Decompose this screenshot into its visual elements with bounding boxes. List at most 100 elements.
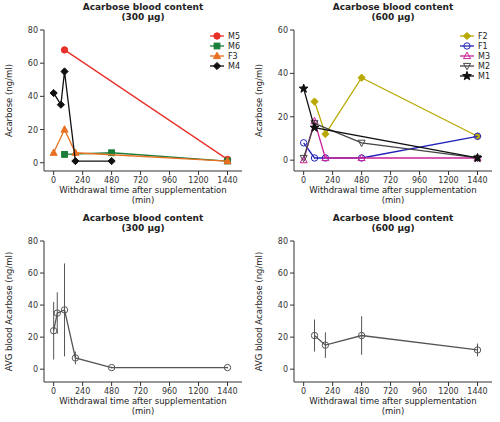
x-tick-label: 960 — [162, 176, 177, 185]
x-axis-line — [294, 171, 492, 172]
x-axis-line — [44, 382, 242, 383]
legend-label: M2 — [478, 62, 490, 71]
y-tick-label: 80 — [28, 237, 38, 246]
x-axis-label-line: Withdrawal time after supplementation — [59, 185, 226, 195]
legend-swatch-marker — [214, 43, 220, 49]
x-axis-label: Withdrawal time after supplementation(mi… — [309, 396, 476, 416]
x-tick — [227, 382, 228, 386]
x-axis-label: Withdrawal time after supplementation(mi… — [309, 185, 476, 205]
x-tick-label: 720 — [383, 176, 398, 185]
x-tick — [477, 382, 478, 386]
legend-swatch-line — [460, 55, 474, 56]
y-tick — [290, 30, 294, 31]
x-tick-label: 720 — [133, 176, 148, 185]
legend-swatch-line — [460, 45, 474, 46]
point — [72, 355, 78, 361]
y-axis-line — [294, 30, 295, 171]
x-tick — [361, 382, 362, 386]
series-line — [54, 310, 228, 368]
legend-swatch-marker — [213, 62, 220, 69]
x-tick-label: 960 — [162, 387, 177, 396]
figure: Acarbose blood content(300 µg) 0 240 480 720… — [0, 0, 500, 422]
series-line — [304, 89, 478, 158]
x-tick — [448, 171, 449, 175]
y-tick-label: 40 — [28, 301, 38, 310]
legend-swatch-marker — [464, 52, 471, 58]
y-tick — [40, 273, 44, 274]
y-tick-label: 60 — [28, 269, 38, 278]
x-tick — [140, 171, 141, 175]
legend-swatch-marker — [463, 71, 472, 79]
y-tick — [290, 160, 294, 161]
y-tick — [290, 241, 294, 242]
y-tick-label: 60 — [278, 269, 288, 278]
legend-label: F3 — [228, 52, 238, 61]
legend: M5M6F3M4 — [210, 32, 240, 71]
point — [62, 152, 68, 158]
plot-area — [311, 316, 480, 358]
y-tick — [290, 369, 294, 370]
plot-area — [50, 47, 231, 165]
x-tick-label: 1200 — [438, 176, 458, 185]
legend-label: F1 — [478, 42, 488, 51]
x-tick-label: 480 — [354, 387, 369, 396]
point — [358, 140, 365, 146]
x-tick-label: 240 — [75, 176, 90, 185]
legend: F2F1M3M2M1 — [460, 32, 490, 81]
x-tick-label: 240 — [325, 387, 340, 396]
point — [61, 47, 67, 53]
y-tick-label: 20 — [278, 333, 288, 342]
x-tick — [169, 382, 170, 386]
y-axis-line — [44, 241, 45, 382]
legend-swatch-marker — [214, 52, 221, 58]
title-line: Acarbose blood content — [83, 213, 204, 223]
x-axis-label: Withdrawal time after supplementation(mi… — [59, 185, 226, 205]
y-tick-label: 0 — [33, 365, 38, 374]
plot-area — [50, 263, 230, 370]
x-tick-label: 1200 — [438, 387, 458, 396]
x-tick — [53, 382, 54, 386]
legend-label: F2 — [478, 32, 488, 41]
point — [322, 342, 328, 348]
title: Acarbose blood content(300 µg) — [83, 213, 204, 233]
series-line — [315, 78, 478, 137]
legend-swatch-line — [460, 65, 474, 66]
y-tick — [290, 337, 294, 338]
series-line — [65, 50, 228, 159]
x-tick-label: 1200 — [188, 176, 208, 185]
x-tick-label: 0 — [301, 387, 306, 396]
x-tick — [53, 171, 54, 175]
x-tick-label: 1200 — [188, 387, 208, 396]
point — [57, 101, 64, 108]
series-line — [54, 130, 228, 162]
x-tick — [332, 171, 333, 175]
y-axis-label: Acarbose (ng/ml) — [4, 64, 14, 137]
legend-swatch-marker — [464, 43, 470, 49]
x-tick — [82, 171, 83, 175]
point — [50, 328, 56, 334]
legend-swatch-marker — [214, 33, 220, 39]
y-tick — [40, 241, 44, 242]
x-tick-label: 720 — [133, 387, 148, 396]
point — [108, 157, 115, 164]
title: Acarbose blood content(600 µg) — [333, 2, 454, 22]
y-tick — [40, 96, 44, 97]
point — [224, 364, 230, 370]
point — [108, 364, 114, 370]
y-tick-label: 40 — [278, 69, 288, 78]
point — [50, 149, 57, 155]
legend-label: M4 — [228, 62, 240, 71]
point — [54, 310, 60, 316]
title: Acarbose blood content(600 µg) — [333, 213, 454, 233]
series-line — [54, 71, 112, 161]
y-axis-label: Acarbose (ng/ml) — [254, 64, 264, 137]
y-tick — [40, 162, 44, 163]
x-tick — [303, 382, 304, 386]
legend-label: M6 — [228, 42, 240, 51]
y-tick — [40, 305, 44, 306]
y-tick-label: 40 — [28, 92, 38, 101]
point — [311, 155, 317, 161]
y-axis-line — [294, 241, 295, 382]
x-tick — [448, 382, 449, 386]
point — [225, 158, 231, 164]
